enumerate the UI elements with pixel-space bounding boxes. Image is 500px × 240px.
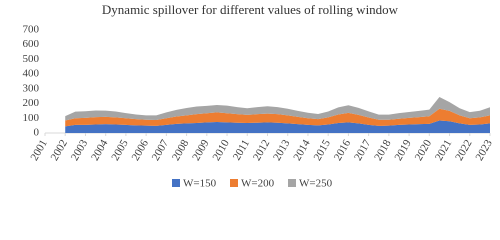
x-tick-label: 2018 bbox=[372, 137, 394, 162]
x-tick-label: 2023 bbox=[473, 137, 495, 162]
x-tick-label: 2008 bbox=[170, 137, 192, 162]
y-tick-label: 300 bbox=[23, 82, 40, 94]
x-tick-label: 2013 bbox=[271, 137, 293, 162]
chart-title: Dynamic spillover for different values o… bbox=[102, 2, 399, 17]
y-tick-label: 100 bbox=[23, 112, 40, 124]
y-tick-label: 600 bbox=[23, 38, 40, 50]
legend-label: W=250 bbox=[299, 178, 333, 190]
x-tick-label: 2005 bbox=[109, 137, 131, 162]
area bbox=[65, 108, 491, 127]
y-tick-label: 200 bbox=[23, 97, 40, 109]
x-tick-label: 2022 bbox=[453, 138, 474, 163]
x-tick-label: 2001 bbox=[28, 138, 49, 163]
x-tick-label: 2016 bbox=[332, 137, 354, 162]
x-tick-label: 2015 bbox=[312, 137, 334, 162]
legend-swatch bbox=[172, 179, 180, 187]
x-tick-label: 2007 bbox=[150, 137, 172, 162]
y-tick-label: 400 bbox=[23, 68, 40, 80]
x-tick-label: 2004 bbox=[89, 137, 111, 162]
y-tick-label: 0 bbox=[34, 127, 40, 139]
chart: Dynamic spillover for different values o… bbox=[23, 2, 496, 190]
legend-label: W=200 bbox=[241, 178, 275, 190]
x-tick-label: 2014 bbox=[291, 137, 313, 162]
x-tick-label: 2017 bbox=[352, 137, 374, 162]
x-tick-label: 2002 bbox=[49, 138, 70, 163]
legend-swatch bbox=[288, 179, 296, 187]
x-tick-label: 2021 bbox=[433, 138, 454, 163]
legend-swatch bbox=[230, 179, 238, 187]
x-tick-label: 2011 bbox=[231, 138, 252, 163]
x-tick-label: 2009 bbox=[190, 137, 212, 162]
x-tick-label: 2006 bbox=[130, 137, 152, 162]
legend-label: W=150 bbox=[183, 178, 217, 190]
x-tick-label: 2003 bbox=[69, 137, 91, 162]
x-tick-label: 2020 bbox=[413, 137, 435, 162]
x-tick-label: 2010 bbox=[210, 137, 232, 162]
x-tick-label: 2012 bbox=[251, 138, 272, 163]
x-tick-label: 2019 bbox=[392, 137, 414, 162]
y-tick-label: 700 bbox=[23, 24, 40, 36]
area bbox=[65, 120, 491, 133]
y-tick-label: 500 bbox=[23, 53, 40, 65]
area bbox=[65, 96, 491, 121]
